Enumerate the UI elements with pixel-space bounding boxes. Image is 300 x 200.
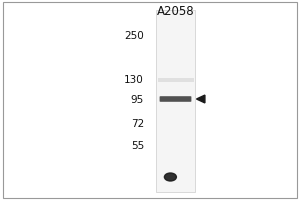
Text: A2058: A2058 — [157, 5, 194, 18]
Text: 95: 95 — [131, 95, 144, 105]
Text: 130: 130 — [124, 75, 144, 85]
Polygon shape — [196, 95, 205, 103]
Circle shape — [164, 173, 176, 181]
Bar — [156, 10, 195, 192]
Text: 72: 72 — [131, 119, 144, 129]
FancyBboxPatch shape — [160, 96, 191, 102]
Bar — [158, 78, 194, 82]
Text: 55: 55 — [131, 141, 144, 151]
Text: 250: 250 — [124, 31, 144, 41]
